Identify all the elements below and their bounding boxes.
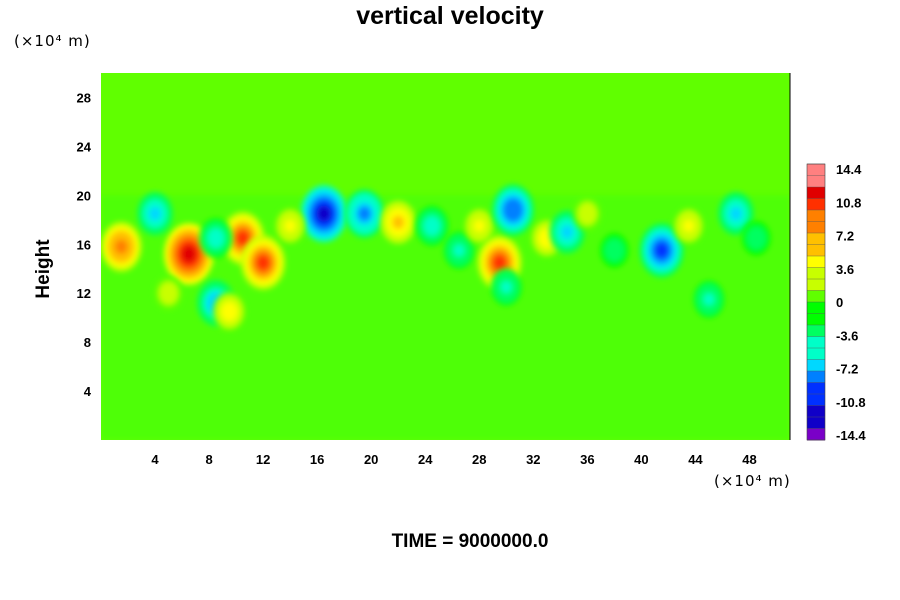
colorbar-swatch — [807, 210, 825, 222]
velocity-feature — [490, 268, 522, 306]
x-tick-label: 8 — [205, 452, 212, 467]
x-tick-label: 16 — [310, 452, 324, 467]
velocity-feature — [137, 192, 173, 236]
colorbar-swatch — [807, 233, 825, 245]
velocity-feature — [199, 218, 233, 259]
x-tick-label: 20 — [364, 452, 378, 467]
x-tick-label: 24 — [418, 452, 433, 467]
y-tick-label: 12 — [77, 286, 91, 301]
colorbar-swatch — [807, 313, 825, 326]
y-tick-label: 28 — [77, 90, 91, 105]
colorbar-swatch — [807, 417, 825, 429]
x-tick-label: 48 — [742, 452, 756, 467]
colorbar-swatch — [807, 371, 825, 383]
colorbar-swatch — [807, 405, 825, 418]
velocity-feature — [241, 235, 286, 290]
velocity-feature — [492, 184, 534, 236]
colorbar-swatch — [807, 394, 825, 406]
x-tick-label: 44 — [688, 452, 703, 467]
colorbar-swatch — [807, 164, 825, 176]
velocity-feature — [154, 276, 183, 311]
colorbar-swatch — [807, 359, 825, 372]
x-tick-label: 36 — [580, 452, 594, 467]
y-tick-label: 16 — [77, 237, 91, 252]
colorbar-tick-label: -3.6 — [836, 328, 858, 343]
colorbar-tick-label: 0 — [836, 295, 843, 310]
x-tick-label: 28 — [472, 452, 486, 467]
x-tick-label: 40 — [634, 452, 648, 467]
colorbar-swatch — [807, 221, 825, 234]
colorbar-swatch — [807, 336, 825, 349]
velocity-feature — [443, 231, 475, 269]
colorbar-swatch — [807, 256, 825, 268]
velocity-feature — [693, 280, 725, 318]
x-tick-label: 4 — [151, 452, 159, 467]
velocity-feature — [673, 207, 705, 245]
plot-area — [101, 73, 791, 440]
colorbar-tick-label: 7.2 — [836, 229, 854, 244]
colorbar-tick-label: 14.4 — [836, 162, 862, 177]
time-label: TIME = 9000000.0 — [391, 531, 549, 552]
colorbar-swatch — [807, 187, 825, 199]
colorbar-tick-label: 3.6 — [836, 262, 854, 277]
y-axis-ticks: 4 8 12 16 20 24 28 — [77, 90, 92, 399]
velocity-feature — [741, 220, 771, 256]
velocity-feature — [212, 291, 246, 332]
colorbar-swatch — [807, 302, 825, 314]
colorbar: 14.4 10.8 7.2 3.6 0 -3.6 -7.2 -10.8 -14.4 — [806, 162, 866, 443]
velocity-feature — [639, 223, 684, 278]
colorbar-swatch — [807, 348, 825, 360]
velocity-feature — [300, 185, 348, 243]
velocity-feature — [415, 205, 449, 246]
colorbar-tick-label: -10.8 — [836, 395, 866, 410]
colorbar-tick-label: -7.2 — [836, 362, 858, 377]
colorbar-swatch — [807, 267, 825, 280]
chart-title: vertical velocity — [356, 2, 544, 30]
x-axis-unit: (×10⁴ m) — [714, 472, 791, 490]
colorbar-tick-label: 10.8 — [836, 195, 861, 210]
velocity-feature — [573, 196, 602, 231]
colorbar-tick-label: -14.4 — [836, 428, 866, 443]
colorbar-swatch — [807, 382, 825, 395]
velocity-feature — [101, 221, 142, 272]
colorbar-swatch — [807, 198, 825, 211]
colorbar-swatch — [807, 428, 825, 441]
velocity-feature — [274, 207, 306, 245]
colorbar-swatch — [807, 279, 825, 291]
velocity-feature — [463, 207, 495, 245]
colorbar-swatch — [807, 325, 825, 337]
x-tick-label: 32 — [526, 452, 540, 467]
velocity-feature — [600, 233, 629, 268]
velocity-feature — [380, 200, 416, 244]
colorbar-swatch — [807, 244, 825, 257]
y-tick-label: 20 — [77, 188, 91, 203]
colorbar-swatch — [807, 175, 825, 188]
y-axis-unit: (×10⁴ m) — [14, 32, 91, 50]
velocity-feature — [530, 218, 564, 259]
colorbar-swatch — [807, 290, 825, 303]
velocity-feature — [549, 210, 585, 254]
velocity-feature — [718, 192, 754, 236]
velocity-feature — [344, 189, 385, 238]
y-tick-label: 8 — [84, 335, 91, 350]
y-tick-label: 24 — [77, 139, 92, 154]
x-tick-label: 12 — [256, 452, 270, 467]
x-axis-ticks: 4 8 12 16 20 24 28 32 36 40 44 48 — [151, 452, 756, 467]
y-tick-label: 4 — [84, 384, 92, 399]
